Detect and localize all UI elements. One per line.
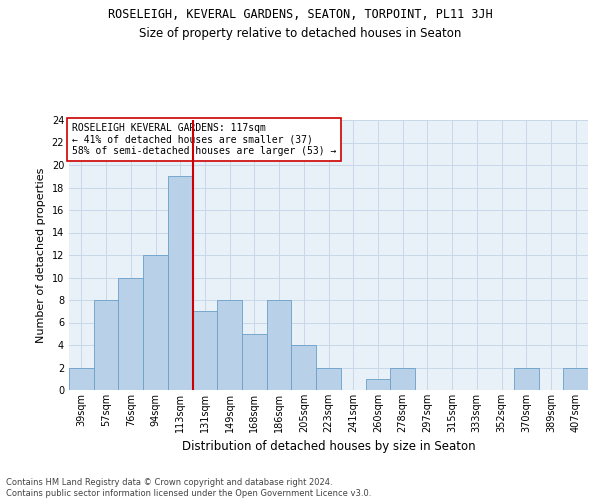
X-axis label: Distribution of detached houses by size in Seaton: Distribution of detached houses by size … (182, 440, 475, 454)
Bar (267, 300, 292, 390)
Bar (217, 300, 242, 390)
Text: Contains HM Land Registry data © Crown copyright and database right 2024.
Contai: Contains HM Land Registry data © Crown c… (6, 478, 371, 498)
Bar (118, 278, 143, 390)
Bar (143, 255, 168, 390)
Text: ROSELEIGH KEVERAL GARDENS: 117sqm
← 41% of detached houses are smaller (37)
58% : ROSELEIGH KEVERAL GARDENS: 117sqm ← 41% … (71, 122, 336, 156)
Bar (292, 345, 316, 390)
Text: Size of property relative to detached houses in Seaton: Size of property relative to detached ho… (139, 28, 461, 40)
Bar (316, 368, 341, 390)
Bar (242, 334, 267, 390)
Bar (94, 300, 118, 390)
Y-axis label: Number of detached properties: Number of detached properties (36, 168, 46, 342)
Text: ROSELEIGH, KEVERAL GARDENS, SEATON, TORPOINT, PL11 3JH: ROSELEIGH, KEVERAL GARDENS, SEATON, TORP… (107, 8, 493, 20)
Bar (390, 368, 415, 390)
Bar (563, 368, 588, 390)
Bar (168, 176, 193, 390)
Bar (193, 311, 217, 390)
Bar (69, 368, 94, 390)
Bar (365, 379, 390, 390)
Bar (514, 368, 539, 390)
